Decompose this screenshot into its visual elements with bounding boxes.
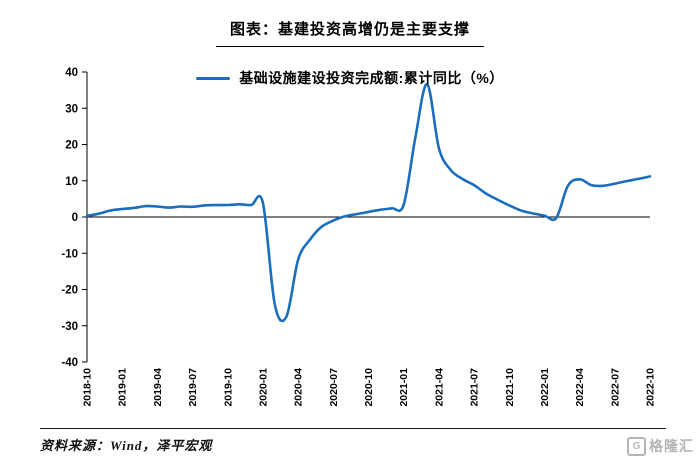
chart-legend: 基础设施建设投资完成额:累计同比（%）: [0, 68, 700, 88]
footer-divider: [40, 428, 666, 429]
svg-text:2022-07: 2022-07: [609, 368, 621, 407]
svg-text:2018-10: 2018-10: [82, 368, 94, 407]
svg-text:2020-10: 2020-10: [363, 368, 375, 407]
svg-text:20: 20: [65, 140, 78, 152]
svg-text:2019-10: 2019-10: [222, 368, 234, 407]
svg-text:2021-01: 2021-01: [398, 368, 410, 407]
svg-text:40: 40: [65, 67, 78, 79]
svg-text:30: 30: [65, 103, 78, 115]
legend-line-swatch: [196, 76, 231, 80]
watermark: G 格隆汇: [627, 436, 694, 456]
svg-text:2020-04: 2020-04: [293, 368, 305, 407]
svg-text:2022-10: 2022-10: [645, 368, 657, 407]
svg-text:2022-01: 2022-01: [539, 368, 551, 407]
svg-text:2021-10: 2021-10: [504, 368, 516, 407]
svg-text:2021-07: 2021-07: [469, 368, 481, 407]
svg-text:-20: -20: [61, 285, 78, 297]
svg-text:-40: -40: [61, 357, 78, 369]
svg-text:-10: -10: [61, 248, 78, 260]
svg-text:2020-07: 2020-07: [328, 368, 340, 407]
chart-title-row: 图表：基建投资高增仍是主要支撑: [0, 18, 700, 47]
svg-text:2019-01: 2019-01: [117, 368, 129, 407]
svg-text:10: 10: [65, 176, 78, 188]
svg-text:0: 0: [72, 212, 78, 224]
svg-text:2019-04: 2019-04: [152, 368, 164, 407]
svg-text:2019-07: 2019-07: [187, 368, 199, 407]
svg-text:-30: -30: [61, 321, 78, 333]
svg-text:2022-04: 2022-04: [574, 368, 586, 407]
watermark-text: 格隆汇: [649, 438, 694, 454]
chart-title: 图表：基建投资高增仍是主要支撑: [215, 18, 484, 47]
legend-label: 基础设施建设投资完成额:累计同比（%）: [239, 70, 504, 86]
line-chart: 40 30 20 10 0 -10 -20 -30 -40 2018-10 2019-01 2019-…: [61, 67, 657, 407]
svg-text:2020-01: 2020-01: [257, 368, 269, 407]
svg-text:2021-04: 2021-04: [433, 368, 445, 407]
watermark-logo-icon: G: [627, 436, 646, 456]
data-source-note: 资料来源：Wind，泽平宏观: [40, 438, 213, 453]
